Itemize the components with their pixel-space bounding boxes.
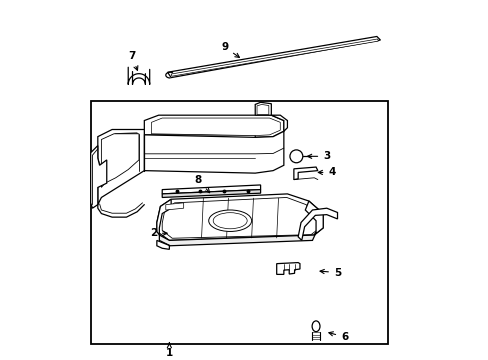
Polygon shape <box>162 198 318 238</box>
Polygon shape <box>144 131 283 173</box>
Polygon shape <box>293 167 317 180</box>
Text: 9: 9 <box>221 42 239 58</box>
Text: 6: 6 <box>328 332 347 342</box>
Polygon shape <box>98 130 144 204</box>
Polygon shape <box>167 36 380 78</box>
Polygon shape <box>101 134 139 188</box>
Polygon shape <box>165 203 183 210</box>
Polygon shape <box>151 118 280 136</box>
Polygon shape <box>159 233 315 246</box>
Circle shape <box>289 150 302 163</box>
Polygon shape <box>162 190 260 198</box>
Polygon shape <box>298 208 337 240</box>
Polygon shape <box>276 262 299 274</box>
Polygon shape <box>157 199 171 235</box>
Text: 4: 4 <box>318 167 335 177</box>
Polygon shape <box>257 104 268 114</box>
Polygon shape <box>144 115 283 138</box>
Ellipse shape <box>208 210 251 231</box>
Bar <box>90 101 387 344</box>
Ellipse shape <box>311 321 319 332</box>
Text: 2: 2 <box>149 228 167 238</box>
Polygon shape <box>157 240 170 249</box>
Text: 1: 1 <box>165 342 173 358</box>
Polygon shape <box>171 39 378 76</box>
Text: 8: 8 <box>194 175 209 193</box>
Polygon shape <box>157 194 323 240</box>
Polygon shape <box>305 201 323 235</box>
Text: 3: 3 <box>307 151 330 161</box>
Text: 5: 5 <box>320 267 341 278</box>
Ellipse shape <box>213 213 246 229</box>
Polygon shape <box>255 102 271 115</box>
Polygon shape <box>90 145 106 208</box>
Text: 7: 7 <box>128 51 138 70</box>
Polygon shape <box>271 115 287 131</box>
Polygon shape <box>162 185 260 194</box>
